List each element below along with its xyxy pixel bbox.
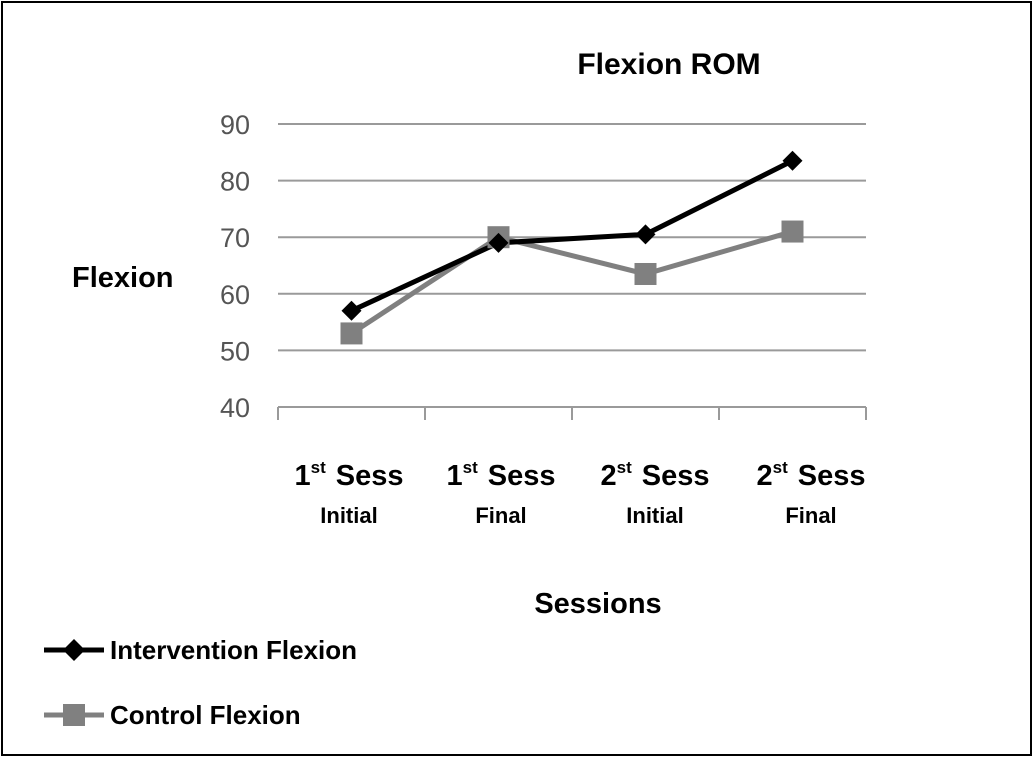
y-axis-label: Flexion <box>72 262 174 294</box>
data-point-intervention <box>635 224 656 245</box>
x-tick-label: 2st Sess Final <box>756 458 866 528</box>
chart-title: Flexion ROM <box>577 48 761 81</box>
legend-marker-control <box>44 704 104 726</box>
data-point-intervention <box>341 300 362 321</box>
x-tick-label: 1st Sess Initial <box>294 458 404 528</box>
series-line-control <box>350 229 794 336</box>
x-axis-label: Sessions <box>534 588 662 620</box>
y-tick-label: 80 <box>220 167 250 197</box>
y-tick-label: 60 <box>220 280 250 310</box>
x-tick-label: 1st Sess Final <box>446 458 556 528</box>
data-point-control <box>781 220 804 243</box>
legend-item-intervention: Intervention Flexion <box>42 630 357 670</box>
x-tick-label: 2st Sess Initial <box>600 458 710 528</box>
legend-item-control: Control Flexion <box>42 695 301 735</box>
y-tick-label: 70 <box>220 223 250 253</box>
y-tick-label: 90 <box>220 110 250 140</box>
y-tick-label: 40 <box>220 393 250 423</box>
y-tick-label: 50 <box>220 336 250 366</box>
data-point-intervention <box>782 150 803 171</box>
legend-label-intervention: Intervention Flexion <box>110 634 358 665</box>
legend-label-control: Control Flexion <box>110 699 301 730</box>
series-line-intervention <box>350 158 794 314</box>
legend-marker-intervention <box>44 639 104 661</box>
data-point-intervention <box>488 232 509 253</box>
data-point-control <box>634 262 657 285</box>
data-point-control <box>340 322 363 345</box>
